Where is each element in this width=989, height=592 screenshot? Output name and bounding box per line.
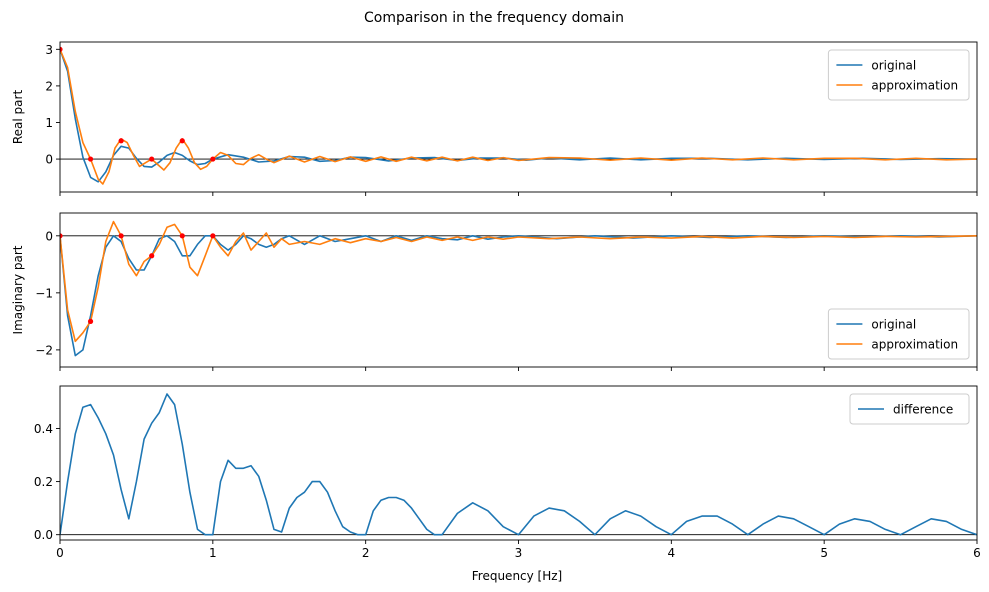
- y-axis-label: Real part: [11, 90, 25, 145]
- series-line-approximation: [60, 48, 977, 185]
- y-tick-label: −1: [35, 286, 53, 300]
- subplot-difference: 0 1 2 3 4 5 6 0.0 0.2 0.4 difference: [34, 385, 981, 560]
- x-axis-label: Frequency [Hz]: [472, 569, 563, 583]
- subplot-imaginary: −2 −1 0 Imaginary part original approximation: [11, 212, 978, 371]
- sample-point: [179, 138, 185, 144]
- sample-point: [210, 233, 216, 239]
- sample-point: [60, 46, 63, 52]
- sample-point: [118, 233, 124, 239]
- subplot-real: 0 1 2 3 Real part original approximation: [11, 41, 978, 196]
- sample-point: [210, 156, 216, 162]
- legend-label-difference: difference: [893, 403, 953, 417]
- y-tick-label: 2: [45, 79, 53, 93]
- y-tick-label: 0.2: [34, 475, 53, 489]
- x-tick-label: 3: [515, 546, 523, 560]
- x-tick-label: 5: [820, 546, 828, 560]
- plot-area-difference: [60, 393, 977, 536]
- y-tick-label: 0.4: [34, 422, 53, 436]
- sample-point: [60, 233, 63, 239]
- y-tick-label: 3: [45, 43, 53, 57]
- x-tick-label: 2: [362, 546, 370, 560]
- legend: original approximation: [827, 308, 970, 360]
- y-tick-label: 1: [45, 116, 53, 130]
- series-line-original: [60, 235, 977, 357]
- y-tick-label: 0: [45, 153, 53, 167]
- sample-point: [179, 233, 185, 239]
- legend-box: [827, 49, 970, 101]
- sample-point: [118, 138, 124, 144]
- sample-point: [87, 156, 94, 162]
- legend-box: [849, 393, 970, 425]
- y-tick-label: 0.0: [34, 528, 53, 542]
- figure-title: Comparison in the frequency domain: [364, 10, 624, 26]
- series-line-approximation: [60, 220, 977, 343]
- series-line-difference: [60, 393, 977, 536]
- x-tick-label: 0: [56, 546, 64, 560]
- x-tick-label: 6: [973, 546, 981, 560]
- legend-label-approximation: approximation: [871, 338, 958, 352]
- legend: original approximation: [827, 49, 970, 101]
- sample-point: [149, 253, 155, 259]
- sample-point: [87, 318, 94, 324]
- plot-area-imaginary: [60, 220, 977, 357]
- legend-label-approximation: approximation: [871, 79, 958, 93]
- sample-point: [149, 156, 155, 162]
- y-tick-label: 0: [45, 229, 53, 243]
- legend-box: [827, 308, 970, 360]
- legend-label-original: original: [871, 318, 916, 332]
- legend: difference: [849, 393, 970, 425]
- subplots: 0 1 2 3 Real part original approximation −2 −1 0 I…: [11, 41, 981, 560]
- legend-label-original: original: [871, 59, 916, 73]
- y-axis-label: Imaginary part: [11, 245, 25, 334]
- x-tick-label: 4: [668, 546, 676, 560]
- x-tick-label: 1: [209, 546, 217, 560]
- y-tick-label: −2: [35, 343, 53, 357]
- plot-area-real: [60, 46, 977, 185]
